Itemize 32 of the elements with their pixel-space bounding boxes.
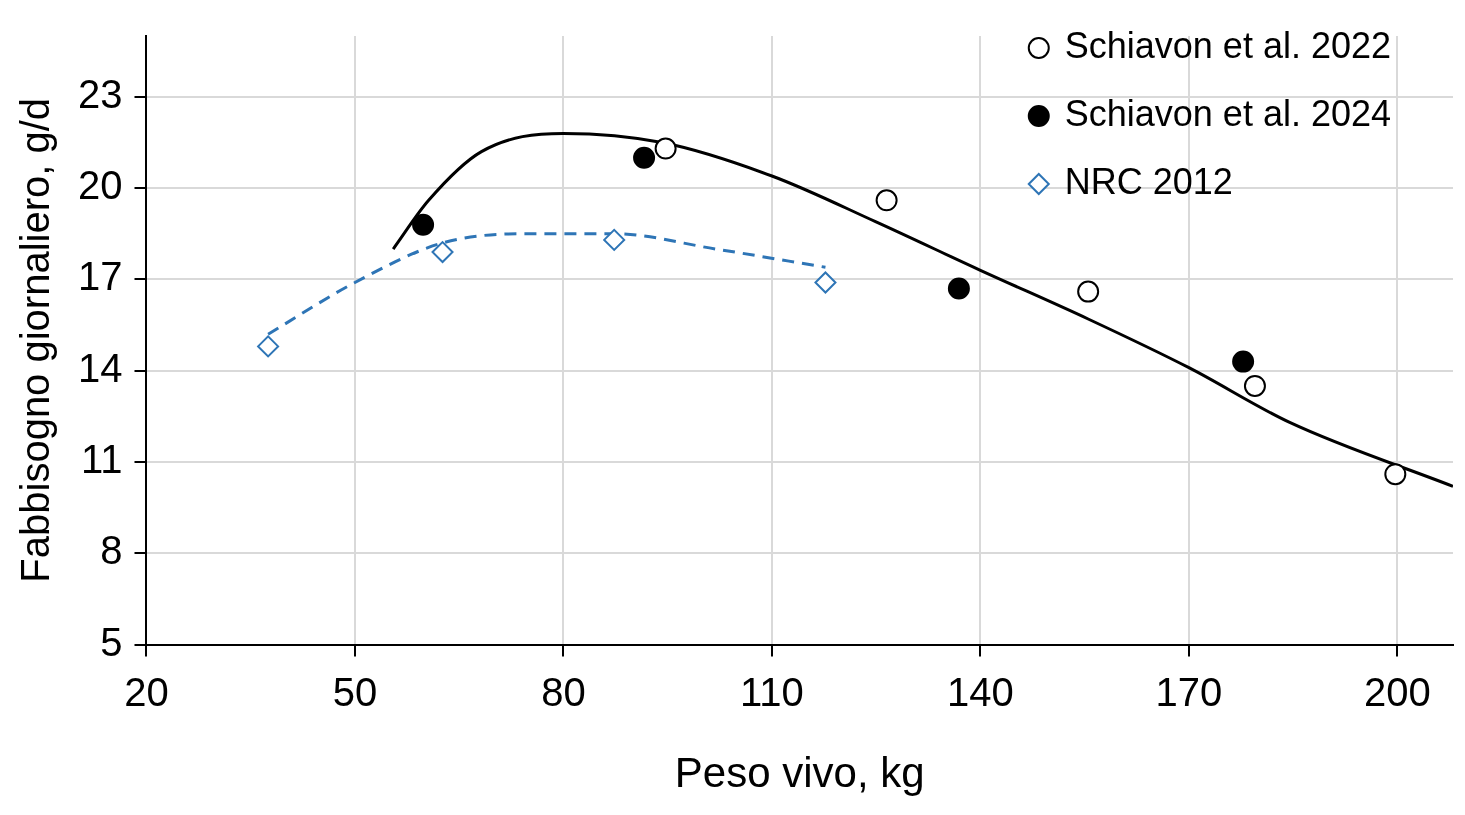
point xyxy=(1077,280,1100,303)
point xyxy=(1384,463,1407,486)
point xyxy=(412,213,435,236)
point xyxy=(257,335,280,358)
point xyxy=(1232,350,1255,373)
y-tick-label: 8 xyxy=(100,528,123,573)
point xyxy=(603,228,626,251)
x-tick-label: 110 xyxy=(740,669,804,714)
y-tick-label: 17 xyxy=(77,254,123,299)
point xyxy=(633,146,656,169)
y-tick-label: 11 xyxy=(80,437,123,482)
y-tick-label: 20 xyxy=(77,163,123,208)
x-tick-label: 200 xyxy=(1364,669,1431,714)
legend-label: NRC 2012 xyxy=(1064,160,1233,202)
x-tick-label: 50 xyxy=(332,669,378,714)
legend-label: Schiavon et al. 2022 xyxy=(1064,24,1391,66)
point xyxy=(947,277,970,300)
x-axis-title: Peso vivo, kg xyxy=(674,749,925,797)
line-series xyxy=(391,131,1453,488)
legend-label: Schiavon et al. 2024 xyxy=(1064,92,1391,134)
x-tick-label: 140 xyxy=(947,669,1014,714)
x-tick-label: 80 xyxy=(541,669,586,714)
point xyxy=(1243,374,1266,397)
y-axis-title: Fabbisogno giornaliero, g/d xyxy=(13,97,58,583)
point xyxy=(814,271,837,294)
y-tick-label: 23 xyxy=(77,71,123,116)
point xyxy=(654,137,677,160)
y-tick-label: 5 xyxy=(100,619,123,664)
x-tick-label: 170 xyxy=(1155,669,1223,714)
point xyxy=(875,189,898,212)
point xyxy=(431,241,454,264)
y-tick-label: 14 xyxy=(77,345,123,390)
